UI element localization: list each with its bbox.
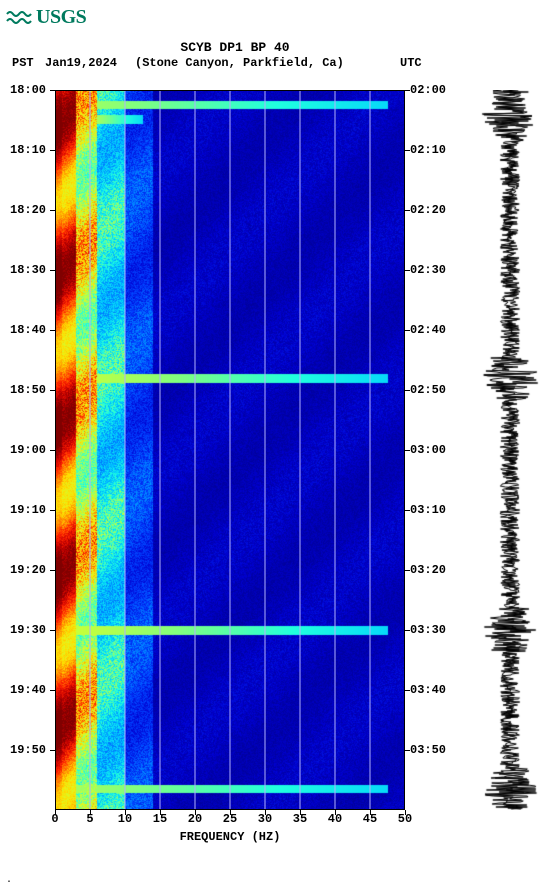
- y-left-tick: 19:40: [10, 683, 46, 697]
- y-left-tick: 18:40: [10, 323, 46, 337]
- y-right-tick: 03:30: [410, 623, 446, 637]
- y-right-tick: 02:20: [410, 203, 446, 217]
- x-axis-label: FREQUENCY (HZ): [55, 830, 405, 844]
- y-left-tick: 19:30: [10, 623, 46, 637]
- tz-right-label: UTC: [400, 56, 422, 70]
- tz-left-label: PST: [12, 56, 34, 70]
- y-left-tick: 18:50: [10, 383, 46, 397]
- y-right-tick: 02:00: [410, 83, 446, 97]
- y-right-tick: 03:20: [410, 563, 446, 577]
- y-left-tick: 19:10: [10, 503, 46, 517]
- y-right-tick: 02:50: [410, 383, 446, 397]
- y-right-tick: 03:40: [410, 683, 446, 697]
- y-right-tick: 02:40: [410, 323, 446, 337]
- y-left-tick: 18:00: [10, 83, 46, 97]
- y-left-tick: 18:30: [10, 263, 46, 277]
- wave-icon: [6, 8, 32, 28]
- spectrogram-plot: [55, 90, 405, 810]
- y-axis-right: 02:0002:1002:2002:3002:4002:5003:0003:10…: [410, 90, 452, 810]
- usgs-logo: USGS: [6, 6, 86, 29]
- y-right-tick: 03:00: [410, 443, 446, 457]
- date-label: Jan19,2024: [45, 56, 117, 70]
- station-label: (Stone Canyon, Parkfield, Ca): [135, 56, 344, 70]
- logo-text: USGS: [36, 6, 86, 29]
- y-right-tick: 02:10: [410, 143, 446, 157]
- y-axis-left: 18:0018:1018:2018:3018:4018:5019:0019:10…: [10, 90, 52, 810]
- y-left-tick: 19:50: [10, 743, 46, 757]
- y-left-tick: 18:20: [10, 203, 46, 217]
- y-right-tick: 03:50: [410, 743, 446, 757]
- y-right-tick: 03:10: [410, 503, 446, 517]
- y-left-tick: 19:00: [10, 443, 46, 457]
- spectrogram-canvas: [55, 90, 405, 810]
- corner-mark: .: [6, 875, 12, 886]
- seismogram-canvas: [480, 90, 540, 810]
- y-right-tick: 02:30: [410, 263, 446, 277]
- chart-title: SCYB DP1 BP 40: [0, 40, 470, 55]
- y-left-tick: 18:10: [10, 143, 46, 157]
- y-left-tick: 19:20: [10, 563, 46, 577]
- seismogram-trace: [480, 90, 540, 810]
